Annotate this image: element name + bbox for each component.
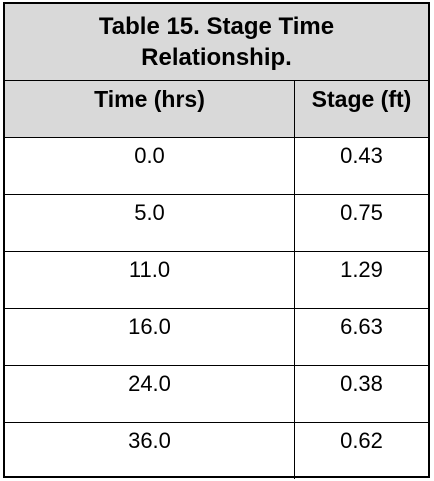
stage-cell: 0.62 [340, 428, 383, 453]
table-row: 11.0 1.29 [5, 252, 428, 309]
table-row: 36.0 0.62 [5, 423, 428, 479]
stage-cell: 6.63 [340, 314, 383, 339]
stage-cell: 0.38 [340, 371, 383, 396]
time-cell: 24.0 [5, 366, 295, 422]
table-row: 24.0 0.38 [5, 366, 428, 423]
stage-cell: 1.29 [340, 257, 383, 282]
table-row: 16.0 6.63 [5, 309, 428, 366]
stage-cell: 0.43 [340, 143, 383, 168]
time-cell: 5.0 [5, 195, 295, 251]
table-row: 5.0 0.75 [5, 195, 428, 252]
time-cell: 16.0 [5, 309, 295, 365]
stage-cell: 0.75 [340, 200, 383, 225]
table-title: Table 15. Stage Time Relationship. [5, 4, 428, 81]
table-header-row: Time (hrs) Stage (ft) [5, 81, 428, 138]
time-cell: 36.0 [5, 423, 295, 479]
stage-time-table: Table 15. Stage Time Relationship. Time … [3, 2, 430, 479]
time-cell: 0.0 [5, 138, 295, 194]
time-cell: 11.0 [5, 252, 295, 308]
header-time: Time (hrs) [5, 81, 295, 137]
header-stage: Stage (ft) [311, 86, 412, 112]
table-row: 0.0 0.43 [5, 138, 428, 195]
